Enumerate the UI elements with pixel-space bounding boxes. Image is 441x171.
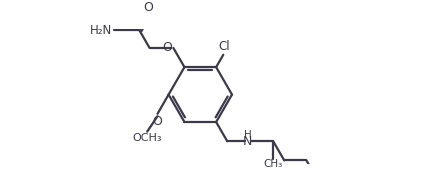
- Text: OCH₃: OCH₃: [132, 133, 162, 143]
- Text: Cl: Cl: [218, 40, 230, 53]
- Text: O: O: [163, 41, 172, 54]
- Text: O: O: [143, 1, 153, 14]
- Text: O: O: [153, 115, 162, 128]
- Text: H₂N: H₂N: [90, 24, 112, 37]
- Text: H: H: [244, 130, 252, 140]
- Text: CH₃: CH₃: [264, 160, 283, 169]
- Text: N: N: [243, 135, 253, 148]
